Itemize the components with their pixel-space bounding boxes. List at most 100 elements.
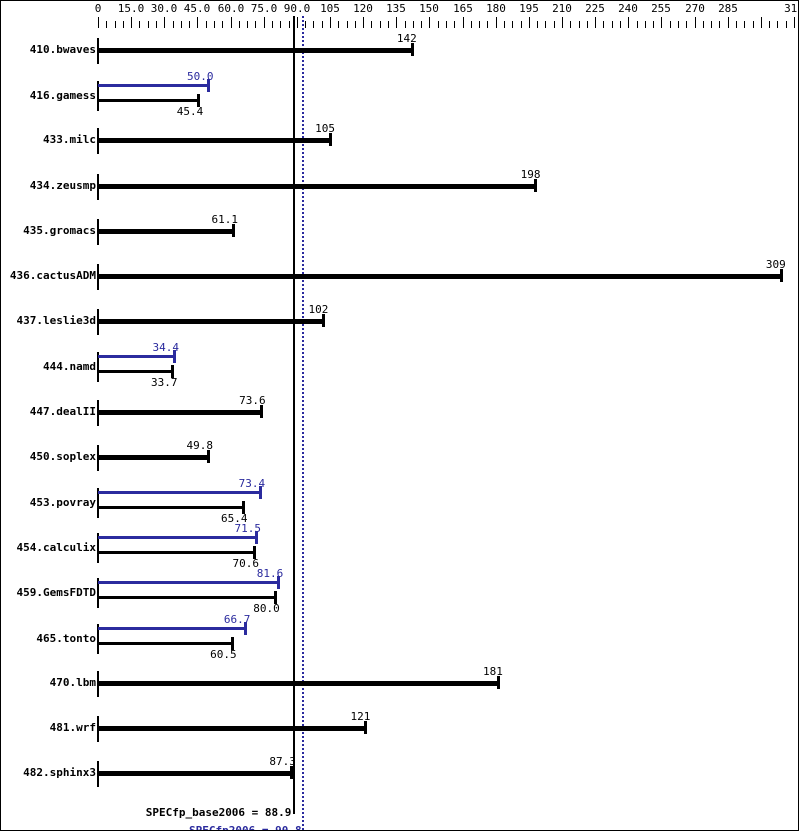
bar-peak-value-label: 50.0 — [186, 70, 214, 84]
axis-tick-label: 195 — [519, 2, 539, 15]
bar-base-value-label: 73.6 — [239, 393, 266, 407]
axis-tick-minor — [148, 21, 149, 28]
benchmark-label-433-milc: 433.milc — [43, 133, 96, 147]
benchmark-row: 66.7 60.5 465.tonto — [1, 613, 798, 663]
benchmark-row: 198 434.zeusmp — [1, 166, 798, 211]
axis-tick-major — [297, 17, 298, 28]
bar-peak — [98, 626, 246, 630]
benchmark-label-453-povray: 453.povray — [29, 496, 96, 509]
bar-base-cap — [207, 449, 211, 463]
axis-tick-minor — [753, 21, 754, 28]
benchmark-label-416-gamess: 416.gamess — [29, 89, 96, 103]
benchmark-label-459-GemsFDTD: 459.GemsFDTD — [16, 586, 96, 600]
bar-base — [98, 99, 199, 103]
bar-base-value-label: 87.3 — [269, 755, 296, 769]
benchmark-row: 121 481.wrf — [1, 708, 798, 753]
axis-tick-minor — [736, 21, 737, 28]
axis-tick-minor — [421, 21, 422, 28]
axis-tick-minor — [487, 21, 488, 28]
bar-base — [98, 641, 232, 645]
benchmark-row: 50.0 45.4 416.gamess — [1, 71, 798, 120]
axis-tick-label: 30.0 — [150, 2, 178, 15]
axis-tick-minor — [471, 21, 472, 28]
axis-tick-minor — [579, 21, 580, 28]
axis-tick-label: 45.0 — [183, 2, 211, 15]
axis-tick-minor — [479, 21, 480, 28]
bar-base — [98, 48, 412, 53]
axis-tick-minor — [786, 21, 787, 28]
axis-tick-minor — [305, 21, 306, 28]
axis-tick-minor — [521, 21, 522, 28]
bar-base-cap — [364, 721, 368, 734]
axis-tick-minor — [347, 21, 348, 28]
axis-tick-label: 210 — [552, 2, 572, 15]
bar-peak-value-label: 66.7 — [223, 612, 251, 626]
bar-base-cap — [410, 43, 414, 56]
axis-tick-label: 120 — [353, 2, 373, 15]
row-origin-tick — [97, 488, 99, 518]
bar-base — [98, 274, 781, 279]
axis-tick-major — [661, 17, 662, 28]
axis-tick-major — [429, 17, 430, 28]
axis-tick-minor — [678, 21, 679, 28]
axis-tick-minor — [289, 21, 290, 28]
axis-tick-label: 255 — [651, 2, 671, 15]
axis-tick-label: 270 — [685, 2, 705, 15]
axis-tick-minor — [620, 21, 621, 28]
axis-tick-minor — [769, 21, 770, 28]
bar-peak-cap — [277, 576, 281, 590]
axis-tick-minor — [570, 21, 571, 28]
bar-base-value-label: 80.0 — [253, 602, 280, 616]
axis-tick-major — [728, 17, 729, 28]
bar-base — [98, 370, 173, 374]
axis-tick-label: 150 — [419, 2, 439, 15]
benchmark-label-454-calculix: 454.calculix — [16, 541, 96, 555]
axis-tick-minor — [537, 21, 538, 28]
axis-tick-major — [595, 17, 596, 28]
axis-tick-label: 240 — [618, 2, 638, 15]
bar-base-value-label: 142 — [396, 32, 417, 45]
benchmark-row: 49.8 450.soplex — [1, 437, 798, 482]
benchmark-label-434-zeusmp: 434.zeusmp — [29, 178, 96, 192]
bar-base-value-label: 33.7 — [150, 376, 178, 390]
axis-tick-major — [98, 17, 99, 28]
bar-base-value-label: 45.4 — [176, 105, 204, 119]
axis-tick-major — [761, 17, 762, 28]
axis-tick-minor — [711, 21, 712, 28]
axis-tick-label: 135 — [386, 2, 406, 15]
axis-tick-minor — [255, 21, 256, 28]
plot-area: 142 410.bwaves 50.0 45.4 416.gamess 105 433.mi… — [1, 16, 798, 830]
axis-tick-minor — [413, 21, 414, 28]
axis-tick-minor — [703, 21, 704, 28]
bar-peak-value-label: 73.4 — [238, 477, 266, 490]
row-origin-tick — [97, 623, 99, 654]
axis-tick-major — [562, 17, 563, 28]
axis-tick-minor — [115, 21, 116, 28]
axis-tick-label: 180 — [486, 2, 506, 15]
benchmark-label-470-lbm: 470.lbm — [49, 675, 96, 689]
axis-tick-minor — [139, 21, 140, 28]
benchmark-row: 142 410.bwaves — [1, 30, 798, 75]
axis-tick-minor — [222, 21, 223, 28]
bar-base-cap — [534, 178, 538, 192]
bar-base — [98, 596, 275, 600]
row-origin-tick — [97, 352, 99, 383]
bar-base — [98, 680, 498, 686]
bar-base-value-label: 181 — [483, 664, 503, 678]
axis-tick-label: 90.0 — [283, 2, 311, 15]
axis-tick-label: 75.0 — [250, 2, 278, 15]
axis-tick-minor — [554, 21, 555, 28]
axis-tick-minor — [719, 21, 720, 28]
bar-base — [98, 138, 330, 144]
bar-base-value-label: 70.6 — [232, 557, 259, 571]
axis-tick-major — [496, 17, 497, 28]
benchmark-row: 61.1 435.gromacs — [1, 211, 798, 256]
axis-tick-major — [363, 17, 364, 28]
axis-tick-label: 225 — [585, 2, 605, 15]
axis-tick-minor — [371, 21, 372, 28]
bar-base-cap — [289, 766, 293, 780]
benchmark-label-410-bwaves: 410.bwaves — [29, 43, 96, 56]
axis-tick-major — [396, 17, 397, 28]
benchmark-row: 71.5 70.6 454.calculix — [1, 523, 798, 572]
benchmark-row: 34.4 33.7 444.namd — [1, 342, 798, 391]
